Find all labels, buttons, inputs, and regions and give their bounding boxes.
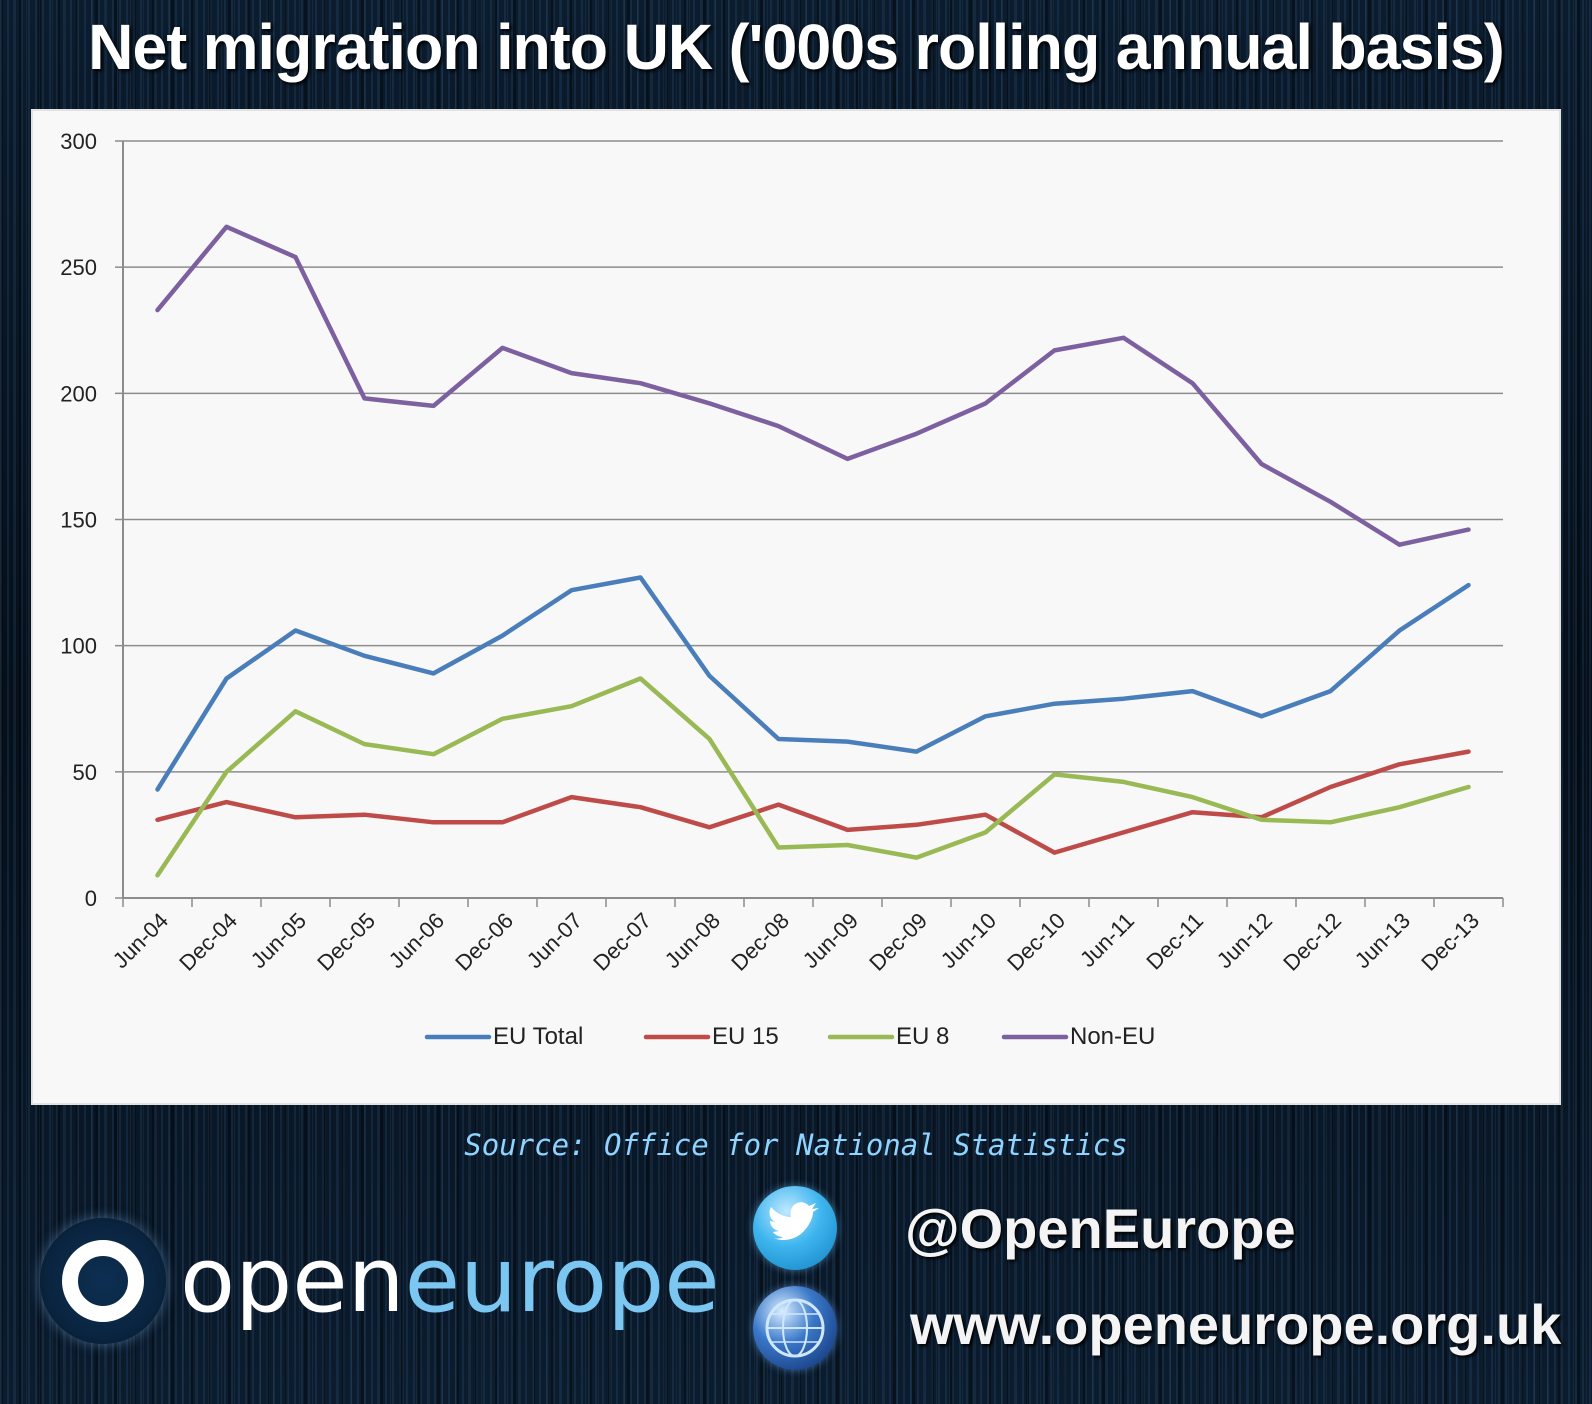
x-tick-label: Jun-08 (660, 908, 725, 973)
y-tick-label: 300 (60, 129, 97, 154)
logo-wordmark: openeurope (180, 1218, 720, 1344)
openeurope-logo[interactable]: openeurope (40, 1218, 720, 1348)
legend-label: EU 15 (712, 1023, 779, 1050)
x-tick-label: Jun-04 (108, 908, 173, 973)
logo-word-open: open (180, 1228, 405, 1333)
source-note: Source: Office for National Statistics (464, 1128, 1128, 1162)
series-line-eu-8 (155, 676, 1471, 878)
series-line-eu-15 (155, 749, 1471, 855)
twitter-bird-icon[interactable] (753, 1186, 837, 1270)
x-tick-label: Jun-06 (384, 908, 449, 973)
x-tick-label: Dec-10 (1002, 908, 1070, 976)
x-tick-label: Dec-12 (1278, 908, 1346, 976)
y-tick-label: 150 (60, 508, 97, 533)
x-tick-label: Dec-07 (588, 908, 656, 976)
legend-label: Non-EU (1070, 1023, 1155, 1050)
x-tick-label: Jun-07 (522, 908, 587, 973)
series-line-non-eu (155, 224, 1471, 547)
x-tick-label: Dec-13 (1416, 908, 1484, 976)
chart-title: Net migration into UK ('000s rolling ann… (88, 11, 1505, 83)
twitter-handle-link[interactable]: @OpenEurope (905, 1197, 1296, 1260)
logo-ring-icon (40, 1218, 166, 1344)
legend-label: EU 8 (896, 1023, 949, 1050)
x-tick-label: Jun-10 (936, 908, 1001, 973)
x-tick-label: Jun-11 (1075, 908, 1139, 972)
y-tick-label: 50 (73, 760, 97, 785)
x-tick-label: Jun-05 (246, 908, 311, 973)
y-tick-label: 250 (60, 255, 97, 280)
website-link[interactable]: www.openeurope.org.uk (910, 1293, 1562, 1356)
globe-glyph (765, 1298, 825, 1358)
y-tick-label: 0 (85, 886, 97, 911)
x-tick-label: Dec-08 (726, 908, 794, 976)
y-tick-label: 200 (60, 381, 97, 406)
x-tick-label: Dec-11 (1141, 908, 1208, 975)
chart-panel: 0 50 100 150 200 250 300 Jun-04 Dec-04 Jun-05 Dec-… (31, 109, 1561, 1105)
x-tick-label: Dec-09 (864, 908, 932, 976)
x-tick-label: Jun-13 (1350, 908, 1415, 973)
legend-label: EU Total (493, 1023, 583, 1050)
globe-icon[interactable] (753, 1286, 837, 1370)
twitter-bird-glyph (769, 1202, 819, 1240)
y-tick-label: 100 (60, 634, 97, 659)
x-tick-label: Dec-06 (450, 908, 518, 976)
series-line-eu-total (155, 575, 1471, 792)
x-tick-label: Dec-05 (312, 908, 380, 976)
x-tick-label: Jun-12 (1212, 908, 1277, 973)
x-tick-label: Dec-04 (174, 908, 242, 976)
logo-word-europe: europe (404, 1228, 720, 1333)
x-tick-label: Jun-09 (798, 908, 863, 973)
